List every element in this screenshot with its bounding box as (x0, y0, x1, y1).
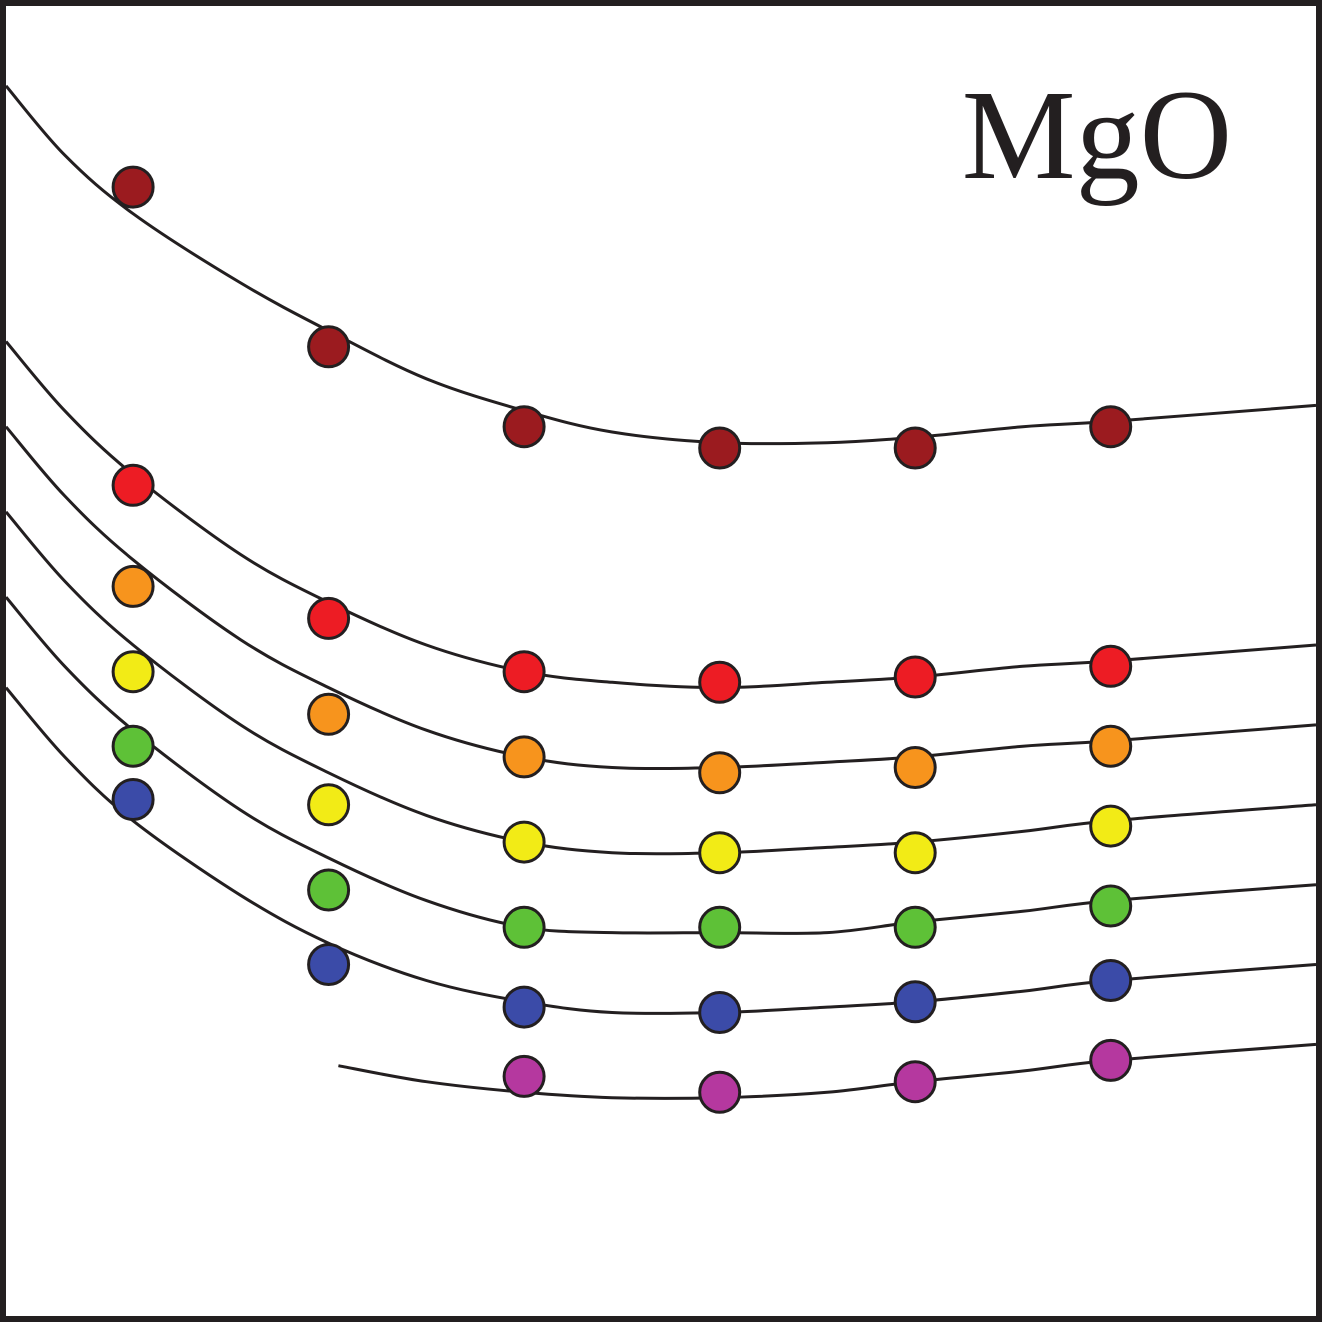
data-points (111, 165, 1133, 1114)
series-2-point-3 (502, 650, 546, 694)
series-2-point-1 (111, 463, 155, 507)
series-4-point-1 (111, 650, 155, 694)
series-3-curve (4, 425, 1317, 771)
series-5-point-1 (111, 724, 155, 768)
series-6-point-4 (698, 991, 742, 1034)
series-6-curve (4, 686, 1317, 1015)
series-2-curve (4, 340, 1317, 690)
series-4-point-6 (1089, 804, 1133, 848)
series-6-point-5 (893, 980, 937, 1024)
series-7-point-1 (502, 1054, 546, 1098)
series-5-point-4 (698, 905, 742, 949)
series-5-point-6 (1089, 884, 1133, 928)
series-6-point-6 (1089, 959, 1133, 1002)
series-7-point-2 (698, 1070, 742, 1114)
series-3-point-3 (502, 735, 546, 779)
series-5-point-2 (307, 868, 351, 912)
series-4-point-5 (893, 831, 937, 875)
series-5-point-5 (893, 905, 937, 949)
series-1-point-4 (698, 426, 742, 470)
series-3-point-2 (307, 692, 351, 736)
series-7-point-3 (893, 1060, 937, 1104)
series-2-point-5 (893, 655, 937, 699)
series-4-point-4 (698, 831, 742, 875)
series-4-curve (4, 510, 1317, 856)
series-2-point-6 (1089, 644, 1133, 688)
series-3-point-1 (111, 564, 155, 608)
series-1-point-3 (502, 405, 546, 449)
chart-title: MgO (962, 64, 1232, 206)
series-1-point-2 (307, 325, 351, 369)
series-3-point-5 (893, 746, 937, 789)
series-6-point-1 (111, 778, 155, 821)
series-3-point-6 (1089, 724, 1133, 768)
series-1-point-6 (1089, 405, 1133, 449)
series-6-point-3 (502, 985, 546, 1029)
series-1-point-5 (893, 426, 937, 470)
series-3-point-4 (698, 751, 742, 795)
series-7-curve (338, 1042, 1317, 1100)
series-7-point-4 (1089, 1038, 1133, 1082)
series-2-point-2 (307, 596, 351, 640)
series-2-point-4 (698, 660, 742, 704)
series-5-point-3 (502, 905, 546, 949)
fit-curves (4, 84, 1317, 1100)
series-6-point-2 (307, 943, 351, 986)
series-5-curve (4, 596, 1317, 935)
series-1-curve (4, 84, 1317, 446)
series-1-point-1 (111, 165, 155, 209)
series-4-point-3 (502, 820, 546, 864)
series-4-point-2 (307, 783, 351, 827)
